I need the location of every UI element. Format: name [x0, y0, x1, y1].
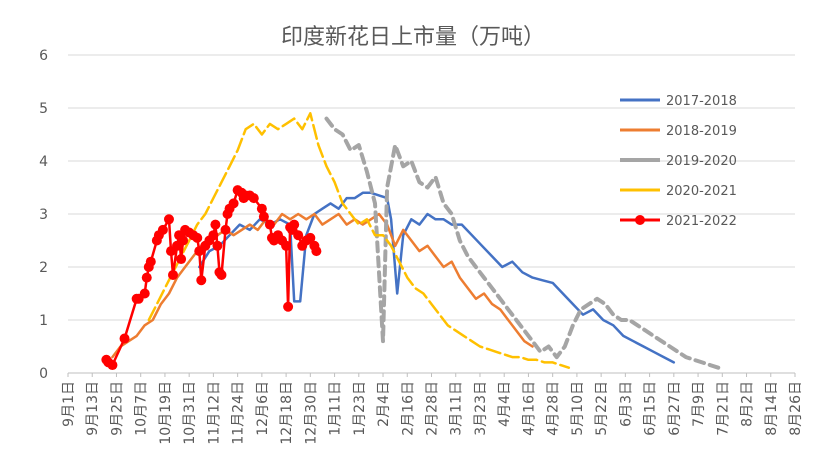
- x-tick-label: 4月28日: [546, 381, 562, 436]
- legend-label: 2017-2018: [666, 94, 737, 109]
- data-point: [107, 360, 118, 371]
- legend-label: 2019-2020: [666, 154, 737, 169]
- data-point: [228, 198, 239, 209]
- data-point: [258, 211, 269, 222]
- data-point: [264, 219, 275, 230]
- x-tick-label: 10月7日: [134, 381, 150, 436]
- y-tick-label: 5: [39, 101, 48, 117]
- x-tick-label: 4月16日: [521, 381, 537, 436]
- series-2017-2018: [198, 191, 676, 364]
- x-tick-label: 1月11日: [328, 381, 344, 436]
- x-tick-label: 10月19日: [158, 381, 174, 445]
- x-axis: 9月1日 9月13日 9月25日 10月7日 10月19日 10月31日 11月12日 11月…: [61, 372, 804, 445]
- x-tick-label: 11月12日: [206, 381, 222, 445]
- data-point: [210, 219, 221, 230]
- series-line-2018-2019: [111, 212, 534, 359]
- data-point: [248, 193, 259, 204]
- x-tick-label: 12月18日: [279, 381, 295, 445]
- x-tick-label: 10月31日: [182, 381, 198, 445]
- data-point: [196, 275, 207, 286]
- legend-label: 2021-2022: [666, 214, 737, 229]
- data-point: [176, 254, 187, 265]
- data-point: [311, 246, 322, 257]
- data-point: [212, 240, 223, 251]
- data-point: [281, 240, 292, 251]
- data-point: [192, 232, 203, 243]
- series-2020-2021: [147, 112, 571, 369]
- data-point: [145, 256, 156, 267]
- x-tick-label: 3月23日: [473, 381, 489, 436]
- x-tick-label: 3月11日: [449, 381, 465, 436]
- x-tick-label: 9月1日: [61, 381, 77, 427]
- series-line-2017-2018: [198, 191, 676, 364]
- series-2021-2022: [101, 185, 322, 371]
- chart-title: 印度新花日上市量（万吨）: [281, 25, 545, 50]
- x-tick-label: 2月28日: [425, 381, 441, 436]
- data-point: [289, 219, 300, 230]
- series-line-2019-2020: [324, 116, 721, 370]
- x-tick-label: 11月24日: [231, 381, 247, 445]
- y-tick-label: 0: [39, 366, 48, 382]
- y-tick-label: 2: [39, 260, 48, 276]
- x-tick-label: 8月2日: [740, 381, 756, 427]
- x-tick-label: 1月23日: [352, 381, 368, 436]
- legend-label: 2020-2021: [666, 184, 737, 199]
- x-tick-label: 6月15日: [643, 381, 659, 436]
- data-point: [216, 269, 227, 280]
- x-tick-label: 8月26日: [788, 381, 804, 436]
- gridlines: [68, 54, 795, 374]
- x-tick-label: 9月13日: [85, 381, 101, 436]
- data-point: [256, 203, 267, 214]
- series-lines: [101, 112, 721, 371]
- data-point: [119, 333, 130, 344]
- x-tick-label: 5月10日: [570, 381, 586, 436]
- x-tick-label: 6月27日: [667, 381, 683, 436]
- y-tick-label: 3: [39, 207, 48, 223]
- data-point: [220, 224, 231, 235]
- data-point: [178, 235, 189, 246]
- series-2018-2019: [111, 212, 534, 359]
- x-tick-label: 9月25日: [109, 381, 125, 436]
- series-line-2020-2021: [147, 112, 571, 369]
- data-point: [305, 232, 316, 243]
- data-point: [139, 288, 150, 299]
- x-tick-label: 2月16日: [400, 381, 416, 436]
- x-tick-label: 8月14日: [764, 381, 780, 436]
- x-tick-label: 12月6日: [255, 381, 271, 436]
- data-point: [293, 230, 304, 241]
- legend-marker: [635, 215, 645, 225]
- data-point: [168, 269, 179, 280]
- data-point: [163, 214, 174, 225]
- y-tick-label: 4: [39, 154, 48, 170]
- legend: 2017-2018 2018-2019 2019-2020 2020-2021 2021…: [620, 94, 737, 229]
- legend-label: 2018-2019: [666, 124, 737, 139]
- y-tick-label: 1: [39, 313, 48, 329]
- x-tick-label: 12月30日: [303, 381, 319, 445]
- x-tick-label: 5月22日: [594, 381, 610, 436]
- data-point: [141, 272, 152, 283]
- x-tick-label: 4月4日: [497, 381, 513, 427]
- x-tick-label: 7月21日: [715, 381, 731, 436]
- data-point: [208, 230, 219, 241]
- data-point: [157, 224, 168, 235]
- x-tick-label: 6月3日: [618, 381, 634, 427]
- x-tick-label: 2月4日: [376, 381, 392, 427]
- y-tick-label: 6: [39, 48, 48, 64]
- data-point: [283, 301, 294, 312]
- x-tick-label: 7月9日: [691, 381, 707, 427]
- series-2019-2020: [324, 116, 721, 370]
- y-axis: 0 1 2 3 4 5 6: [39, 48, 48, 382]
